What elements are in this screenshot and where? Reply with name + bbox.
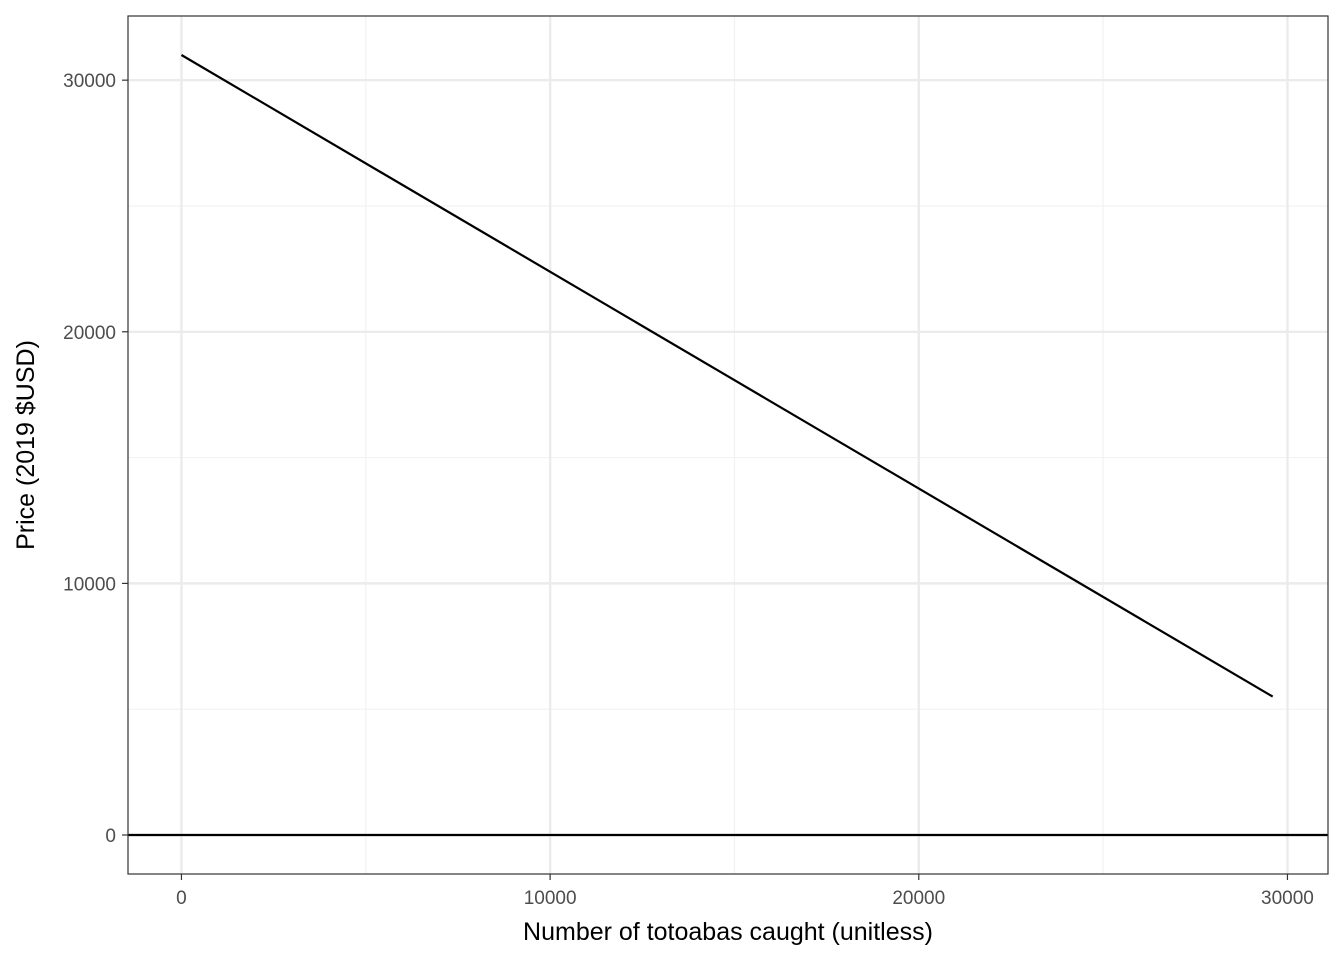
- x-tick-label: 20000: [892, 888, 945, 909]
- minor-gridlines: [128, 16, 1328, 874]
- y-tick-label: 0: [105, 826, 116, 847]
- y-tick-label: 20000: [63, 323, 116, 344]
- x-tick-label: 10000: [524, 888, 577, 909]
- panel-border: [127, 15, 1329, 875]
- axis-ticks: 0 10000 20000 30000 0 10000 20000 30000: [63, 71, 1314, 909]
- major-gridlines: [128, 16, 1328, 874]
- y-tick-label: 10000: [63, 574, 116, 595]
- series-line-1: [180, 54, 1274, 698]
- y-tick-label: 30000: [63, 71, 116, 92]
- y-axis-title: Price (2019 $USD): [12, 340, 40, 550]
- x-tick-label: 0: [176, 888, 187, 909]
- x-axis-title: Number of totoabas caught (unitless): [523, 918, 933, 946]
- x-tick-label: 30000: [1261, 888, 1314, 909]
- series-layer: [128, 54, 1328, 837]
